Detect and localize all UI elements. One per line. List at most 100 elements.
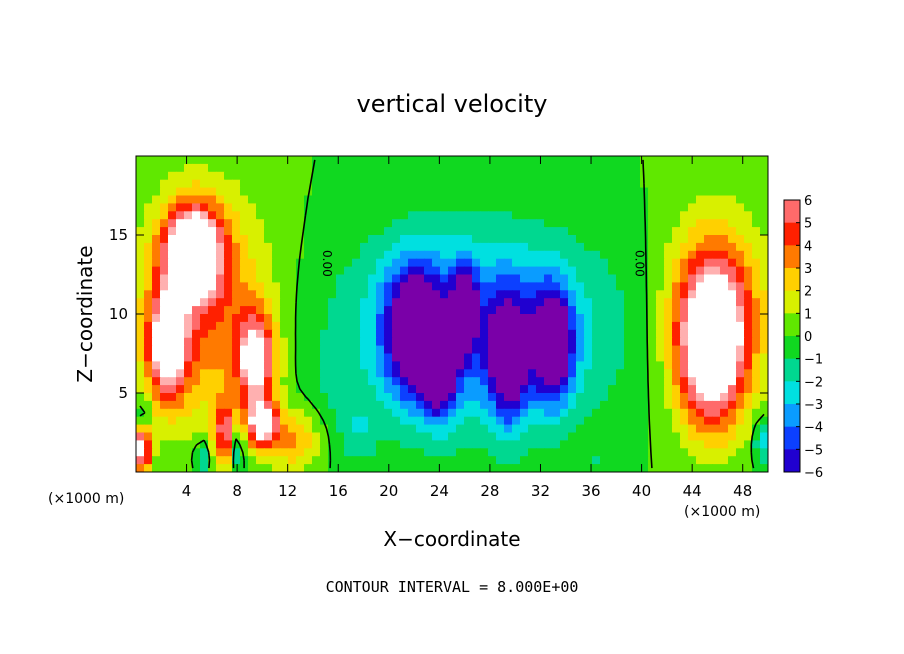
field-cell — [472, 211, 481, 220]
field-cell — [392, 187, 401, 197]
field-cell — [568, 345, 577, 355]
field-cell — [688, 393, 697, 402]
field-cell — [360, 377, 369, 386]
field-cell — [184, 298, 193, 307]
field-cell — [744, 369, 753, 378]
field-cell — [160, 219, 169, 228]
field-cell — [336, 329, 345, 339]
field-cell — [632, 266, 641, 276]
field-cell — [480, 227, 489, 236]
field-cell — [520, 408, 529, 418]
field-cell — [640, 314, 649, 323]
field-cell — [280, 314, 289, 323]
field-cell — [512, 258, 521, 268]
field-cell — [456, 258, 465, 268]
field-cell — [512, 448, 521, 457]
field-cell — [200, 432, 209, 441]
field-cell — [552, 345, 561, 355]
field-cell — [224, 187, 233, 197]
field-cell — [528, 416, 537, 426]
field-cell — [512, 235, 521, 244]
field-cell — [416, 156, 425, 165]
field-cell — [592, 448, 601, 457]
field-cell — [440, 258, 449, 268]
field-cell — [592, 329, 601, 339]
field-cell — [728, 329, 737, 339]
field-cell — [248, 353, 257, 362]
field-cell — [344, 219, 353, 228]
field-cell — [680, 353, 689, 362]
field-cell — [216, 171, 225, 181]
field-cell — [360, 250, 369, 260]
field-cell — [536, 203, 545, 212]
field-cell — [632, 369, 641, 378]
field-cell — [592, 361, 601, 370]
field-cell — [352, 314, 361, 323]
field-cell — [488, 187, 497, 197]
field-cell — [736, 163, 745, 173]
field-cell — [712, 408, 721, 418]
field-cell — [160, 195, 169, 204]
field-cell — [544, 448, 553, 457]
field-cell — [536, 250, 545, 260]
field-cell — [256, 219, 265, 228]
field-cell — [656, 385, 665, 394]
field-cell — [440, 353, 449, 362]
field-cell — [712, 416, 721, 426]
field-cell — [336, 306, 345, 315]
contour-labels: 0.00 0.00 — [320, 250, 646, 277]
field-cell — [464, 393, 473, 402]
field-cell — [704, 456, 713, 465]
field-cell — [296, 163, 305, 173]
field-cell — [496, 408, 505, 418]
field-cell — [744, 424, 753, 434]
colorbar-tick-label: 6 — [804, 194, 812, 209]
field-cell — [248, 258, 257, 268]
field-cell — [344, 353, 353, 362]
field-cell — [744, 345, 753, 355]
field-cell — [216, 274, 225, 283]
field-cell — [232, 464, 241, 472]
colorbar-swatch — [784, 415, 800, 428]
field-cell — [384, 337, 393, 347]
x-unit-left: (×1000 m) — [48, 491, 124, 507]
field-cell — [224, 171, 233, 181]
field-cell — [448, 306, 457, 315]
field-cell — [616, 432, 625, 441]
field-cell — [328, 187, 337, 197]
field-cell — [336, 385, 345, 394]
colorbar-swatch — [784, 438, 800, 450]
field-cell — [392, 290, 401, 299]
field-cell — [720, 156, 729, 165]
field-cell — [584, 448, 593, 457]
field-cell — [448, 203, 457, 212]
field-cell — [552, 187, 561, 197]
field-cell — [304, 416, 313, 426]
field-cell — [704, 432, 713, 441]
field-cell — [440, 393, 449, 402]
field-cell — [136, 290, 145, 299]
field-cell — [608, 179, 617, 189]
field-cell — [280, 171, 289, 181]
field-cell — [760, 353, 768, 362]
field-cell — [696, 282, 705, 291]
field-cell — [680, 440, 689, 449]
field-cell — [544, 211, 553, 220]
field-cell — [200, 235, 209, 244]
field-cell — [208, 314, 217, 323]
field-cell — [168, 353, 177, 362]
field-cell — [408, 282, 417, 291]
field-cell — [168, 266, 177, 276]
field-cell — [176, 361, 185, 370]
field-cell — [448, 187, 457, 197]
field-cell — [240, 448, 249, 457]
field-cell — [712, 385, 721, 394]
field-cell — [688, 298, 697, 307]
field-cell — [480, 250, 489, 260]
field-cell — [480, 314, 489, 323]
field-cell — [568, 314, 577, 323]
field-cell — [488, 258, 497, 268]
field-cell — [488, 400, 497, 410]
field-cell — [224, 408, 233, 418]
field-cell — [536, 321, 545, 331]
